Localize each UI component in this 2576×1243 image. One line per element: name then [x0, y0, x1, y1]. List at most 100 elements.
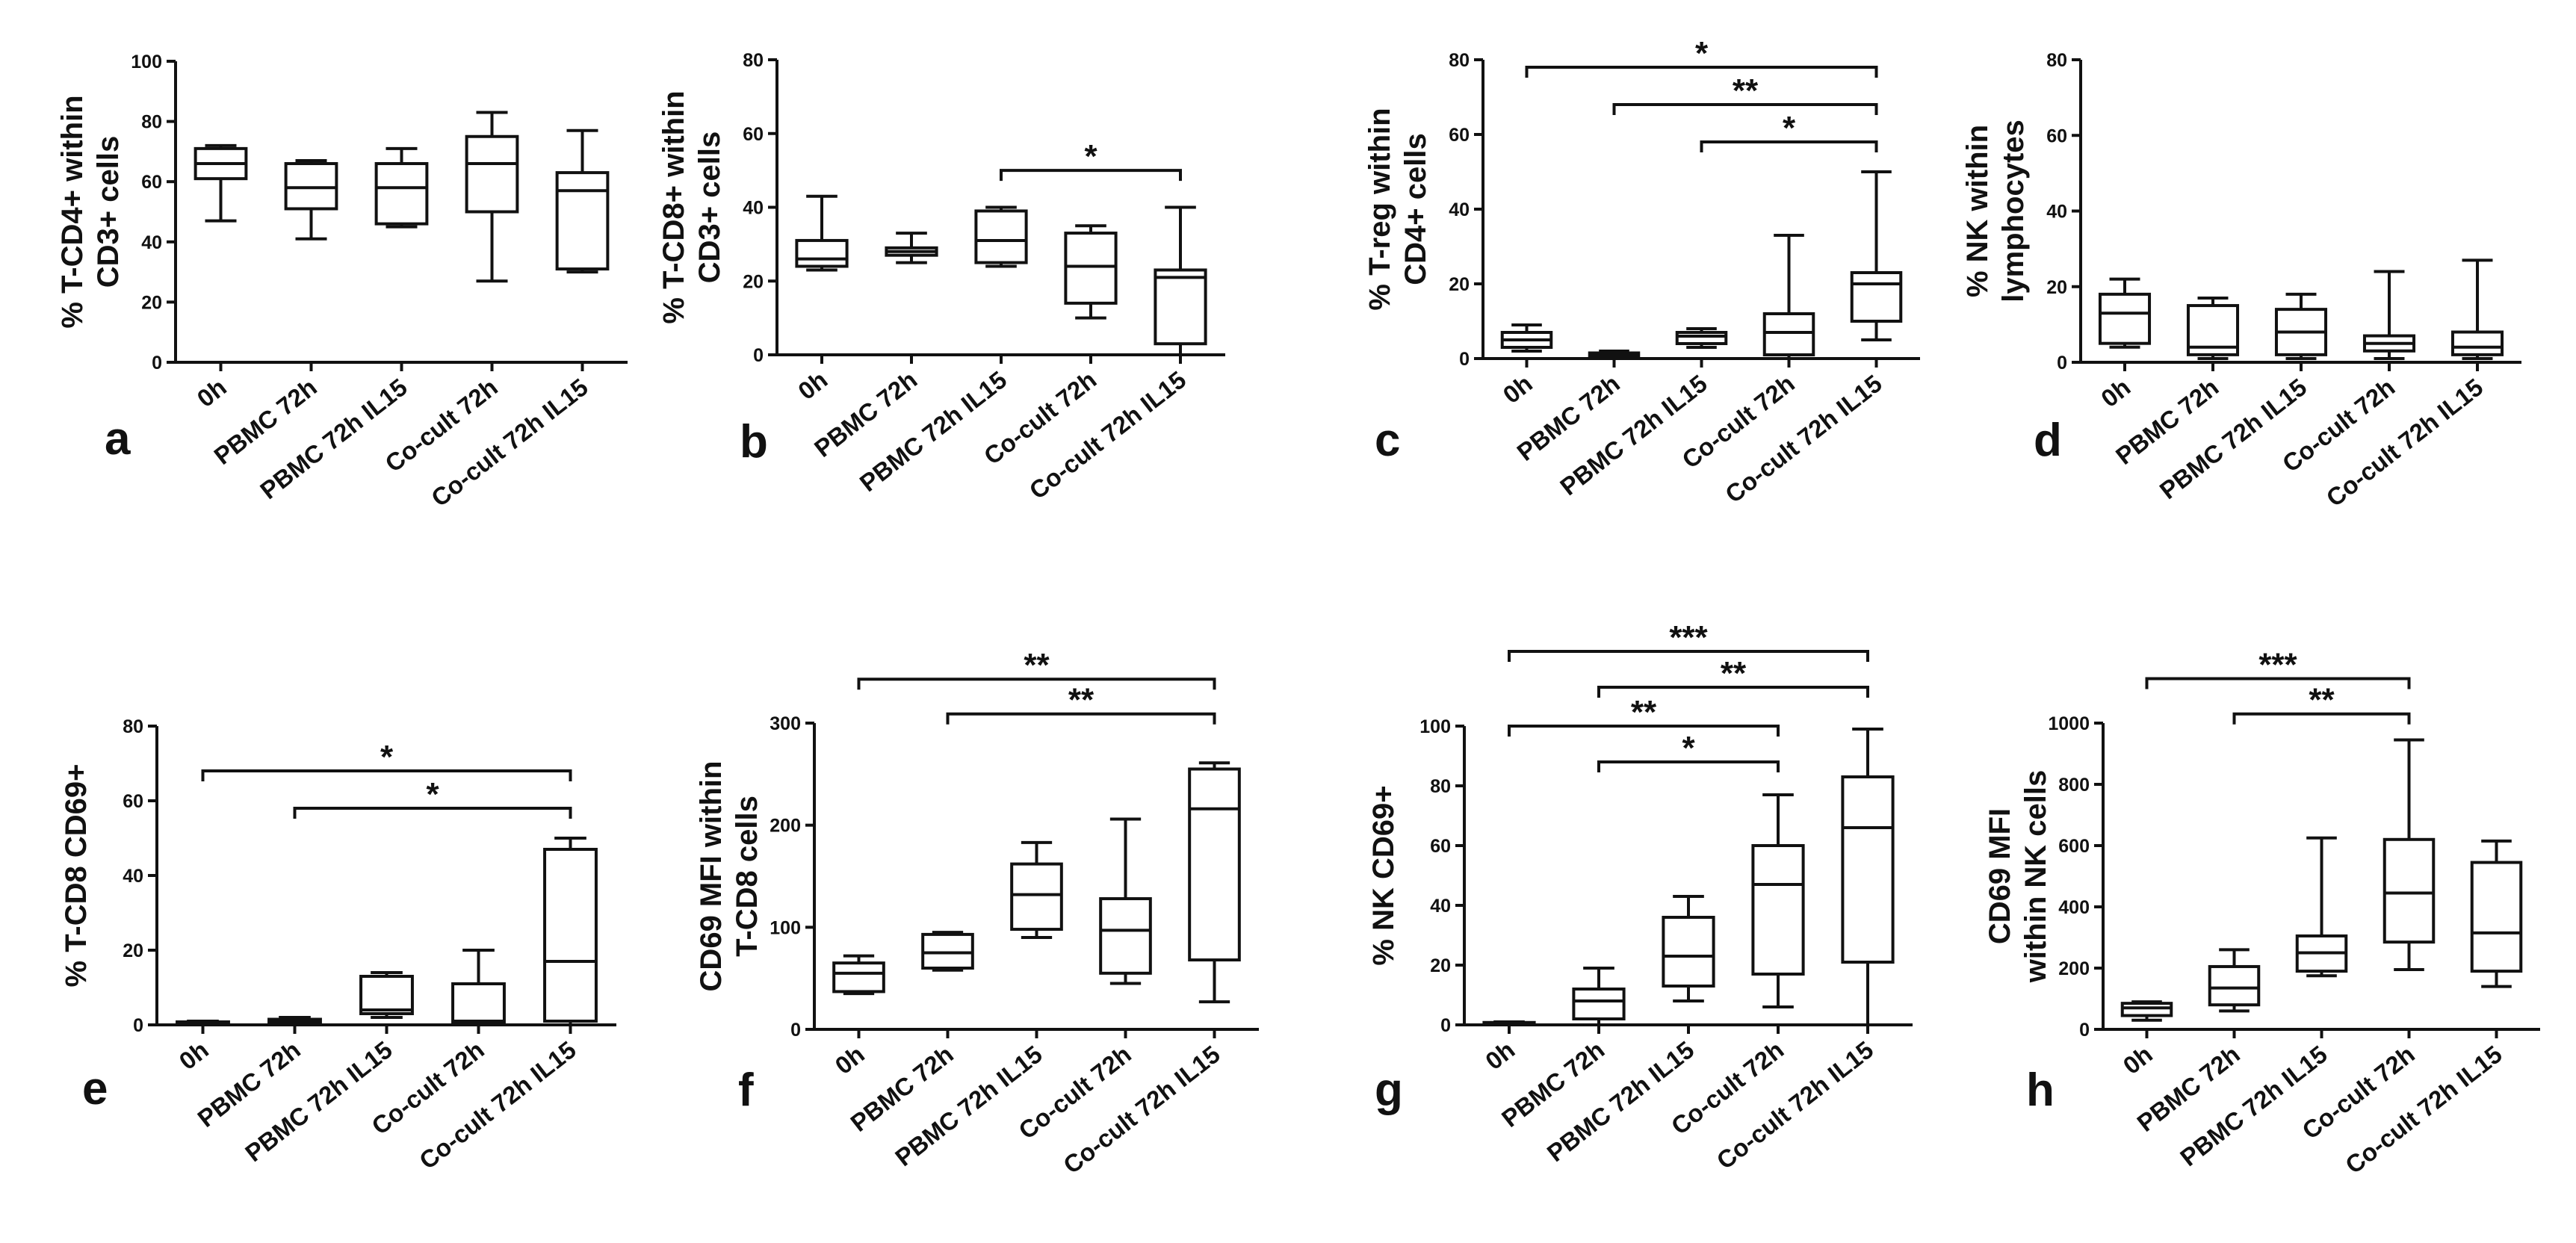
x-tick-label: Co-cult 72h IL15 — [414, 1035, 581, 1174]
significance-bracket: * — [1597, 730, 1780, 772]
significance-bracket: * — [293, 776, 572, 819]
box-plot-1 — [885, 232, 938, 264]
x-tick-label: 0h — [1480, 1035, 1520, 1075]
bracket-line — [946, 712, 1216, 725]
y-axis-title-line: % T-CD8 CD69+ — [60, 764, 93, 988]
box-plot-4 — [1841, 728, 1895, 1026]
box-iqr — [543, 848, 598, 1023]
y-axis-title-line: CD69 MFI within — [695, 761, 728, 992]
box-iqr — [1010, 862, 1063, 932]
box-iqr — [2120, 1002, 2173, 1017]
y-axis-title: CD69 MFI within T-CD8 cells — [695, 761, 764, 992]
box-plot-0 — [2120, 1000, 2173, 1022]
box-iqr — [1675, 331, 1728, 345]
box-iqr — [1064, 232, 1118, 305]
y-tick-label: 80 — [123, 716, 143, 737]
bracket-line — [857, 678, 1216, 690]
panel-letter: f — [738, 1064, 754, 1116]
box-plot-0 — [193, 143, 248, 223]
x-tick-label: PBMC 72h IL15 — [1555, 369, 1712, 500]
box-iqr — [1841, 775, 1895, 964]
box-plot-0 — [832, 954, 885, 996]
y-axis-title-line: lymphocytes — [1997, 120, 2030, 303]
significance-bracket: ** — [1612, 72, 1878, 115]
y-axis-title-line: CD4+ cells — [1399, 133, 1432, 285]
y-axis-title-line: % NK CD69+ — [1367, 785, 1400, 965]
box-iqr — [2470, 861, 2523, 973]
significance-bracket: * — [201, 739, 572, 781]
box-plot-1 — [2186, 296, 2240, 360]
y-axis-title: % T-reg within CD4+ cells — [1363, 108, 1432, 310]
box-plot-4 — [2470, 839, 2523, 988]
box-iqr — [2450, 330, 2504, 356]
box-plot-2 — [1010, 840, 1063, 939]
box-plot-4 — [543, 837, 598, 1026]
y-tick-label: 0 — [1459, 349, 1470, 370]
box-plot-4 — [555, 128, 610, 274]
bracket-line — [1597, 686, 1869, 698]
y-axis-title: % T-CD4+ within CD3+ cells — [56, 95, 125, 328]
x-tick-label: PBMC 72h IL15 — [2155, 373, 2312, 504]
box-iqr — [555, 171, 610, 271]
bracket-line — [1612, 103, 1878, 115]
y-tick-label: 1000 — [2048, 713, 2090, 734]
box-plot-2 — [359, 971, 414, 1019]
box-iqr — [2208, 964, 2261, 1007]
y-tick-label: 40 — [1430, 896, 1451, 917]
panel-letter: c — [1375, 415, 1400, 466]
y-tick-label: 400 — [2058, 897, 2090, 918]
y-tick-label: 20 — [1430, 955, 1451, 976]
significance-label: ** — [1024, 647, 1050, 684]
significance-bracket: * — [1700, 110, 1878, 152]
y-axis-title: % T-CD8 CD69+ — [60, 764, 93, 988]
y-tick-label: 20 — [1449, 274, 1470, 295]
y-tick-label: 80 — [743, 50, 764, 71]
significance-bracket: * — [1000, 138, 1182, 182]
box-iqr — [284, 162, 338, 211]
box-plot-1 — [1588, 350, 1641, 360]
y-tick-label: 60 — [1430, 836, 1451, 857]
box-plot-3 — [451, 949, 506, 1026]
y-axis-title-line: CD3+ cells — [693, 131, 726, 283]
y-tick-label: 0 — [133, 1015, 143, 1036]
x-tick-label: 0h — [830, 1040, 870, 1079]
y-tick-label: 60 — [141, 172, 162, 193]
box-plot-2 — [974, 205, 1028, 268]
significance-bracket: ** — [1597, 655, 1869, 698]
y-axis-title-line: within NK cells — [2019, 770, 2052, 984]
bracket-line — [201, 769, 572, 781]
box-plot-3 — [1762, 234, 1815, 360]
box-iqr — [1188, 767, 1241, 962]
box-plot-4 — [1850, 170, 1903, 341]
box-plot-4 — [1188, 761, 1241, 1004]
y-axis-title: % NK CD69+ — [1367, 785, 1400, 965]
x-tick-label: Co-cult 72h IL15 — [1712, 1035, 1879, 1174]
y-axis-title-line: T-CD8 cells — [731, 796, 764, 957]
box-iqr — [1762, 312, 1815, 356]
y-tick-label: 60 — [2046, 125, 2067, 146]
box-iqr — [921, 932, 974, 970]
y-axis-title: % T-CD8+ within CD3+ cells — [657, 90, 726, 323]
box-plot-3 — [465, 111, 519, 283]
box-plot-2 — [2274, 292, 2328, 360]
y-tick-label: 20 — [123, 940, 143, 961]
y-tick-label: 0 — [2079, 1020, 2090, 1041]
y-tick-label: 0 — [2057, 353, 2067, 373]
box-plot-4 — [1154, 205, 1207, 356]
x-tick-label: PBMC 72h IL15 — [855, 365, 1012, 497]
box-plot-3 — [2362, 270, 2416, 360]
y-axis-title-line: CD3+ cells — [92, 136, 125, 288]
bracket-line — [1700, 140, 1878, 152]
box-iqr — [1154, 268, 1207, 346]
significance-bracket: ** — [2232, 682, 2411, 725]
x-tick-label: 0h — [174, 1035, 214, 1075]
y-tick-label: 60 — [743, 124, 764, 145]
box-plot-2 — [2295, 836, 2348, 978]
panel-letter: e — [82, 1063, 108, 1115]
significance-label: * — [1084, 138, 1097, 175]
x-tick-label: PBMC 72h IL15 — [2175, 1040, 2332, 1171]
bracket-line — [1508, 650, 1869, 662]
significance-bracket: *** — [1508, 619, 1869, 662]
